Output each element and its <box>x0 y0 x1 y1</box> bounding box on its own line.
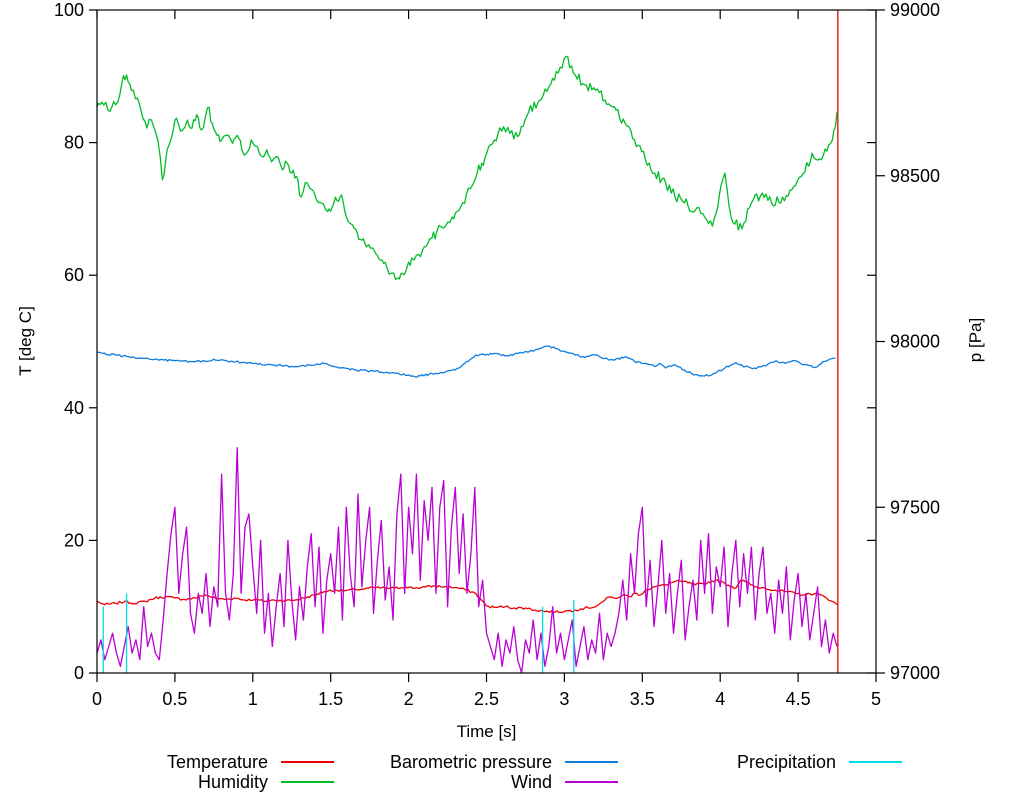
left-axis-title: T [deg C] <box>16 306 35 376</box>
y-right-tick-label: 97500 <box>890 497 940 517</box>
x-tick-label: 1.5 <box>318 689 343 709</box>
y-left-tick-label: 100 <box>54 0 84 20</box>
y-right-tick-label: 98000 <box>890 332 940 352</box>
x-tick-label: 2.5 <box>474 689 499 709</box>
x-tick-label: 5 <box>871 689 881 709</box>
series-wind <box>96 446 838 674</box>
x-tick-label: 1 <box>248 689 258 709</box>
y-left-tick-label: 20 <box>64 530 84 550</box>
x-axis-title: Time [s] <box>456 722 517 741</box>
x-tick-label: 0 <box>92 689 102 709</box>
tick-labels: 0 0.5 1 1.5 2 2.5 3 3.5 4 4.5 5 0 20 40 60 80 100 97000 97… <box>54 0 940 709</box>
y-right-tick-label: 98500 <box>890 166 940 186</box>
x-tick-label: 3.5 <box>630 689 655 709</box>
series-precipitation <box>102 593 575 673</box>
y-right-tick-label: 97000 <box>890 663 940 683</box>
x-tick-label: 4 <box>715 689 725 709</box>
x-tick-label: 3 <box>559 689 569 709</box>
plot-border-and-ticks <box>89 9 885 682</box>
x-tick-label: 4.5 <box>786 689 811 709</box>
y-left-tick-label: 0 <box>74 663 84 683</box>
right-axis-title: p [Pa] <box>966 317 985 363</box>
y-right-tick-label: 99000 <box>890 0 940 20</box>
y-left-tick-label: 40 <box>64 398 84 418</box>
x-tick-label: 2 <box>404 689 414 709</box>
series-barometric-pressure <box>96 345 836 378</box>
y-left-tick-label: 60 <box>64 265 84 285</box>
x-tick-label: 0.5 <box>162 689 187 709</box>
y-left-tick-label: 80 <box>64 133 84 153</box>
series-temperature <box>96 579 838 614</box>
series-humidity <box>96 55 838 281</box>
